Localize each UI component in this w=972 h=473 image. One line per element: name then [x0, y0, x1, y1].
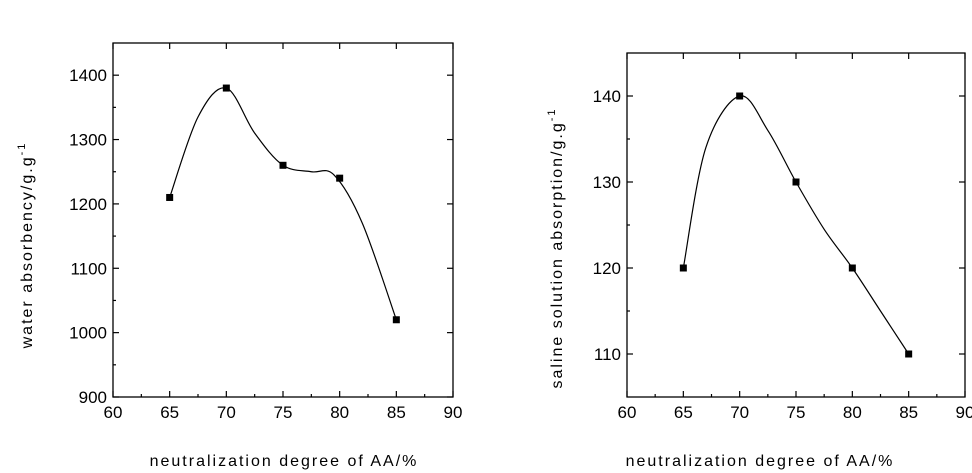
y-axis-title-superscript: -1 [546, 107, 558, 121]
x-axis-title: neutralization degree of AA/% [626, 453, 895, 470]
y-tick-label: 1200 [69, 195, 107, 214]
y-tick-label: 1000 [69, 324, 107, 343]
y-tick-label: 1100 [70, 259, 107, 278]
x-tick-label: 75 [274, 403, 293, 422]
saline-absorption-chart: saline solution absorption/g.g-1 neutral… [546, 52, 972, 470]
y-axis-title: saline solution absorption/g.g-1 [546, 107, 566, 388]
data-point [392, 316, 400, 324]
y-tick-label: 1300 [69, 131, 107, 150]
y-tick-label: 130 [593, 173, 621, 192]
y-axis-title-superscript: -1 [16, 142, 28, 156]
data-point [792, 178, 800, 186]
series-line [169, 87, 397, 320]
x-axis-title: neutralization degree of AA/% [150, 453, 419, 470]
y-tick-label: 120 [593, 259, 621, 278]
x-tick-label: 90 [956, 403, 972, 422]
x-tick-label: 85 [899, 403, 918, 422]
x-tick-label: 75 [787, 403, 806, 422]
y-axis-title-main: saline solution absorption/g.g [549, 121, 566, 388]
data-point [905, 350, 913, 358]
x-tick-label: 65 [674, 403, 693, 422]
plot-frame [112, 42, 454, 398]
plot-frame [626, 52, 966, 398]
data-point [279, 161, 287, 169]
data-point [848, 264, 856, 272]
data-point [166, 193, 174, 201]
x-tick-label: 60 [104, 403, 123, 422]
x-tick-label: 65 [160, 403, 179, 422]
x-tick-label: 90 [444, 403, 463, 422]
y-axis-title: water absorbency/g.g-1 [16, 142, 36, 350]
data-point [222, 84, 230, 92]
y-tick-label: 1400 [69, 66, 107, 85]
y-tick-label: 900 [79, 388, 107, 407]
series-line [682, 95, 910, 355]
y-axis-title-main: water absorbency/g.g [19, 155, 36, 349]
x-tick-label: 85 [387, 403, 406, 422]
water-absorbency-chart: water absorbency/g.g-1 neutralization de… [16, 42, 463, 470]
x-tick-label: 60 [618, 403, 637, 422]
x-tick-label: 70 [217, 403, 236, 422]
data-point [736, 92, 744, 100]
y-tick-label: 140 [593, 87, 621, 106]
data-point [679, 264, 687, 272]
x-tick-label: 80 [843, 403, 862, 422]
x-tick-label: 80 [330, 403, 349, 422]
data-point [336, 174, 344, 182]
x-tick-label: 70 [730, 403, 749, 422]
y-tick-label: 110 [594, 345, 621, 364]
